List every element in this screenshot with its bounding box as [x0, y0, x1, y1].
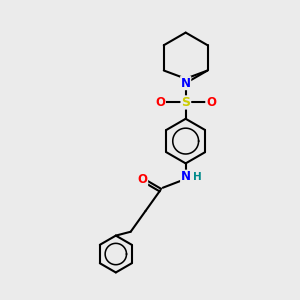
Text: N: N [181, 170, 191, 183]
Text: O: O [155, 96, 165, 109]
Text: S: S [181, 96, 190, 109]
Text: O: O [138, 173, 148, 186]
Text: H: H [193, 172, 201, 182]
Text: O: O [206, 96, 216, 109]
Text: N: N [181, 76, 191, 90]
